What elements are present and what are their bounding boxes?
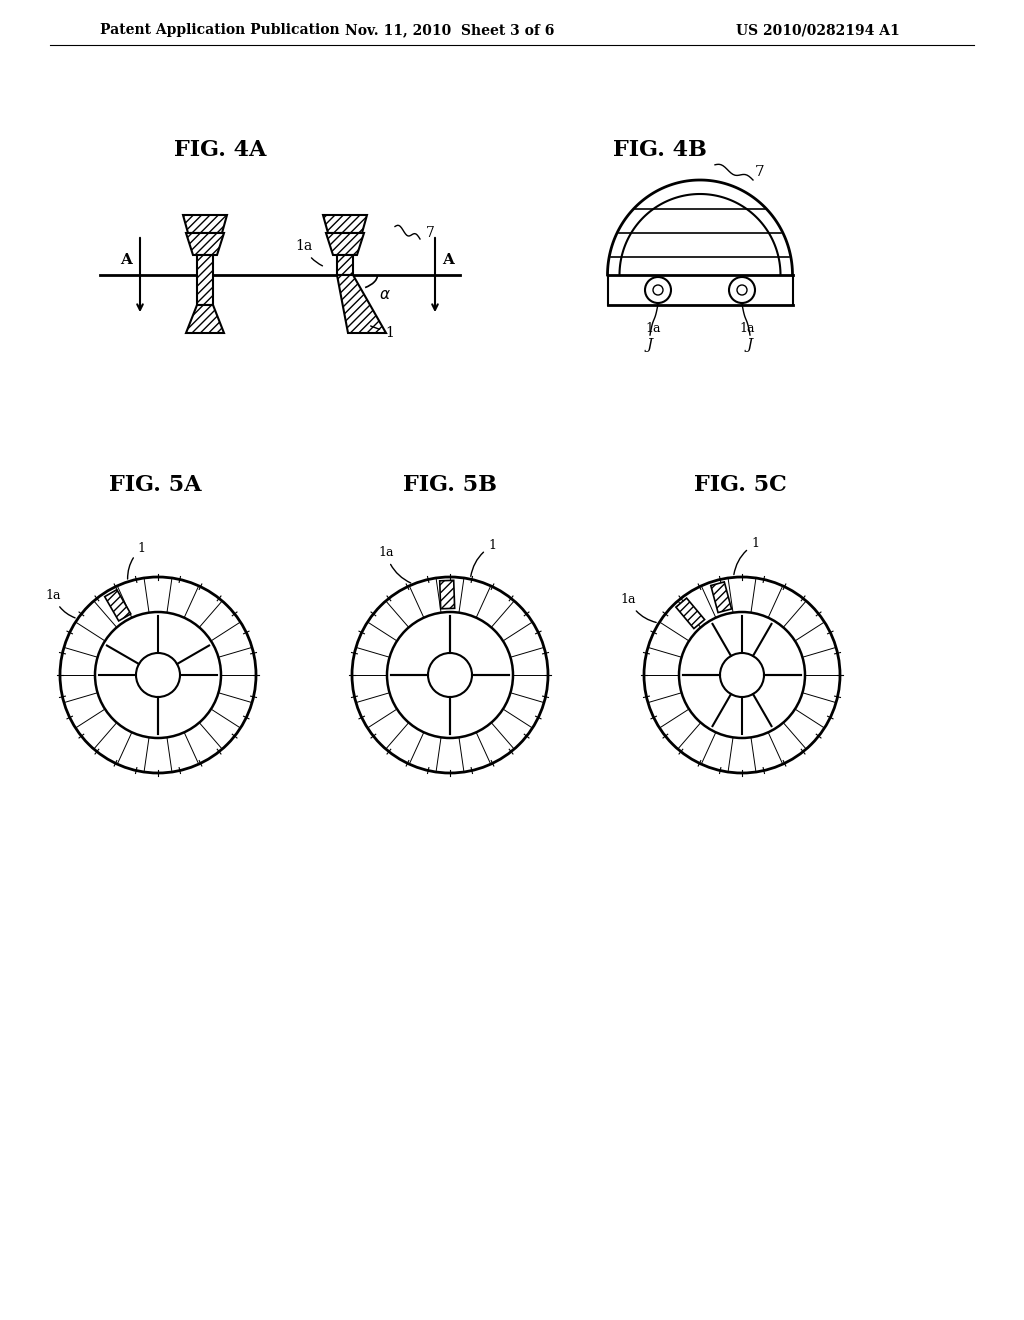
Circle shape (720, 653, 764, 697)
Text: 7: 7 (426, 226, 434, 240)
Text: Patent Application Publication: Patent Application Publication (100, 22, 340, 37)
Bar (439, 581, 455, 609)
Text: US 2010/0282194 A1: US 2010/0282194 A1 (736, 22, 900, 37)
Text: 1a: 1a (739, 322, 755, 334)
Text: FIG. 5C: FIG. 5C (693, 474, 786, 496)
Circle shape (653, 285, 663, 294)
Circle shape (136, 653, 180, 697)
Bar (104, 590, 131, 620)
Text: FIG. 4B: FIG. 4B (613, 139, 707, 161)
Text: 1a: 1a (378, 546, 411, 583)
Text: 1a: 1a (621, 593, 656, 623)
Polygon shape (197, 255, 213, 305)
Circle shape (95, 612, 221, 738)
Text: A: A (120, 253, 132, 267)
Polygon shape (337, 255, 353, 275)
Circle shape (645, 277, 671, 304)
Polygon shape (183, 215, 227, 234)
Bar (676, 598, 705, 628)
Text: FIG. 4A: FIG. 4A (174, 139, 266, 161)
Text: 1a: 1a (46, 589, 75, 618)
Text: 1a: 1a (295, 239, 323, 265)
Circle shape (352, 577, 548, 774)
Text: 1a: 1a (645, 322, 660, 334)
Text: FIG. 5A: FIG. 5A (109, 474, 202, 496)
Circle shape (737, 285, 746, 294)
Circle shape (428, 653, 472, 697)
Circle shape (679, 612, 805, 738)
Polygon shape (326, 234, 364, 255)
Text: FIG. 5B: FIG. 5B (403, 474, 497, 496)
Text: 1: 1 (128, 541, 145, 579)
Text: 7: 7 (755, 165, 765, 180)
Text: Nov. 11, 2010  Sheet 3 of 6: Nov. 11, 2010 Sheet 3 of 6 (345, 22, 555, 37)
Text: J: J (647, 338, 653, 352)
Text: 1: 1 (734, 537, 760, 574)
Bar (711, 582, 731, 612)
Text: J: J (746, 338, 753, 352)
Circle shape (644, 577, 840, 774)
Circle shape (729, 277, 755, 304)
Text: $\alpha$: $\alpha$ (379, 288, 391, 302)
Text: 1: 1 (371, 326, 394, 341)
Polygon shape (186, 234, 224, 255)
Polygon shape (337, 275, 386, 333)
Circle shape (60, 577, 256, 774)
Text: A: A (442, 253, 454, 267)
Polygon shape (323, 215, 367, 234)
Polygon shape (186, 305, 224, 333)
Text: 1: 1 (471, 539, 497, 577)
Circle shape (387, 612, 513, 738)
